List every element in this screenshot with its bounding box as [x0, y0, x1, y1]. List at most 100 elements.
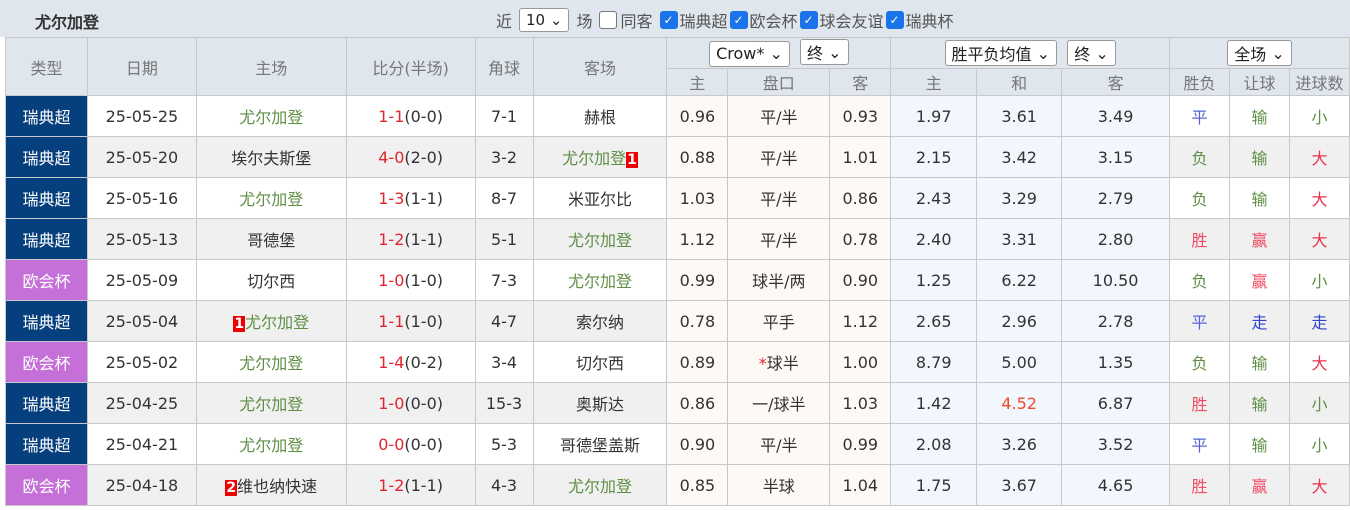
away-team[interactable]: 尤尔加登: [532, 259, 668, 301]
odds-away: 0.78: [829, 218, 892, 260]
filter-checkbox[interactable]: ✓: [885, 11, 904, 29]
col-type: 类型: [5, 37, 88, 96]
chevron-down-icon: ⌄: [828, 42, 842, 62]
score: 1-4(0-2): [345, 341, 476, 383]
home-team-name: 埃尔夫斯堡: [231, 149, 312, 168]
home-team[interactable]: 尤尔加登: [195, 423, 347, 465]
goals-result: 小: [1288, 259, 1350, 301]
corners: 15-3: [474, 382, 534, 424]
half-score: (0-0): [404, 434, 443, 454]
score: 1-2(1-1): [345, 218, 476, 260]
filter-checkbox[interactable]: ✓: [729, 11, 748, 29]
home-team[interactable]: 尤尔加登: [195, 177, 347, 219]
euro-draw: 6.22: [976, 259, 1063, 301]
red-card-badge: 2: [225, 480, 238, 496]
odds-time-select[interactable]: 终 ⌄: [800, 39, 849, 66]
result: 胜: [1169, 382, 1230, 424]
asian-odds-header: Crow* ⌄ 终 ⌄: [666, 37, 892, 69]
result: 负: [1169, 341, 1230, 383]
home-team[interactable]: 埃尔夫斯堡: [195, 136, 347, 178]
euro-home: 1.97: [890, 95, 978, 137]
odds-company-value: Crow*: [716, 44, 765, 64]
table-row: 欧会杯 25-05-02 尤尔加登 1-4(0-2) 3-4 切尔西 0.89 …: [5, 341, 1350, 383]
col-score: 比分(半场): [345, 37, 476, 96]
handicap-value: 平手: [762, 313, 795, 332]
away-team-name: 尤尔加登: [567, 477, 632, 496]
away-team[interactable]: 奥斯达: [532, 382, 668, 424]
full-score: 1-2: [378, 229, 405, 249]
chevron-down-icon: ⌄: [769, 44, 783, 64]
full-score: 1-2: [378, 475, 405, 495]
filter-label: 瑞典杯: [905, 12, 954, 31]
home-team[interactable]: 尤尔加登: [195, 95, 347, 137]
euro-away: 6.87: [1061, 382, 1171, 424]
table-row: 瑞典超 25-05-25 尤尔加登 1-1(0-0) 7-1 赫根 0.96 平…: [5, 95, 1350, 137]
filter-checkbox[interactable]: ✓: [799, 11, 818, 29]
away-team[interactable]: 尤尔加登: [532, 218, 668, 260]
handicap-value: 球半/两: [752, 272, 806, 291]
score: 4-0(2-0): [345, 136, 476, 178]
result: 平: [1169, 300, 1230, 342]
goals-result: 小: [1288, 423, 1350, 465]
col-away: 客场: [532, 37, 668, 96]
subcol-header: 主: [890, 68, 978, 96]
handicap-result: 输: [1228, 382, 1290, 424]
away-team[interactable]: 米亚尔比: [532, 177, 668, 219]
match-date: 25-04-18: [86, 464, 197, 506]
away-team[interactable]: 尤尔加登: [532, 464, 668, 506]
half-score: (1-1): [404, 188, 443, 208]
table-row: 瑞典超 25-04-21 尤尔加登 0-0(0-0) 5-3 哥德堡盖斯 0.9…: [5, 423, 1350, 465]
half-score: (1-1): [404, 229, 443, 249]
odds-away: 1.01: [829, 136, 892, 178]
home-team-name: 尤尔加登: [239, 354, 304, 373]
match-type: 瑞典超: [5, 95, 88, 137]
result: 负: [1169, 259, 1230, 301]
euro-away: 3.52: [1061, 423, 1171, 465]
handicap: 平/半: [727, 136, 831, 178]
subcol-header: 进球数: [1288, 68, 1350, 96]
away-team[interactable]: 索尔纳: [532, 300, 668, 342]
euro-away: 3.15: [1061, 136, 1171, 178]
euro-time-select[interactable]: 终 ⌄: [1067, 40, 1116, 66]
half-score: (0-2): [404, 352, 443, 372]
same-venue-checkbox[interactable]: [599, 11, 618, 29]
home-team[interactable]: 1尤尔加登: [195, 300, 347, 342]
period-select[interactable]: 全场 ⌄: [1227, 40, 1292, 66]
goals-result: 小: [1288, 95, 1350, 137]
away-team-name: 尤尔加登: [567, 272, 632, 291]
odds-company-select[interactable]: Crow* ⌄: [709, 40, 790, 67]
half-score: (1-0): [404, 311, 443, 331]
euro-home: 1.75: [890, 464, 978, 506]
euro-draw: 3.29: [976, 177, 1063, 219]
handicap-value: 平/半: [760, 108, 798, 127]
result-header: 全场 ⌄: [1169, 37, 1350, 69]
euro-time-value: 终: [1074, 45, 1091, 64]
home-team[interactable]: 切尔西: [195, 259, 347, 301]
full-score: 1-1: [378, 311, 405, 331]
match-type: 瑞典超: [5, 218, 88, 260]
home-team[interactable]: 2维也纳快速: [195, 464, 347, 506]
handicap-result: 输: [1228, 341, 1290, 383]
corners: 3-2: [474, 136, 534, 178]
home-team[interactable]: 哥德堡: [195, 218, 347, 260]
euro-away: 1.35: [1061, 341, 1171, 383]
euro-type-select[interactable]: 胜平负均值 ⌄: [944, 40, 1058, 66]
filter-checkbox[interactable]: ✓: [659, 11, 678, 29]
away-team[interactable]: 哥德堡盖斯: [532, 423, 668, 465]
euro-home: 8.79: [890, 341, 978, 383]
match-date: 25-05-02: [86, 341, 197, 383]
euro-type-value: 胜平负均值: [951, 45, 1032, 64]
handicap-result: 输: [1228, 177, 1290, 219]
away-team[interactable]: 尤尔加登1: [532, 136, 668, 178]
same-venue-label: 同客: [620, 12, 653, 31]
away-team[interactable]: 赫根: [532, 95, 668, 137]
euro-home: 2.15: [890, 136, 978, 178]
match-type: 瑞典超: [5, 177, 88, 219]
euro-home: 2.40: [890, 218, 978, 260]
home-team[interactable]: 尤尔加登: [195, 341, 347, 383]
recent-count-select[interactable]: 10 ⌄: [519, 8, 570, 32]
odds-away: 1.12: [829, 300, 892, 342]
home-team-name: 切尔西: [247, 272, 296, 291]
away-team[interactable]: 切尔西: [532, 341, 668, 383]
home-team[interactable]: 尤尔加登: [195, 382, 347, 424]
